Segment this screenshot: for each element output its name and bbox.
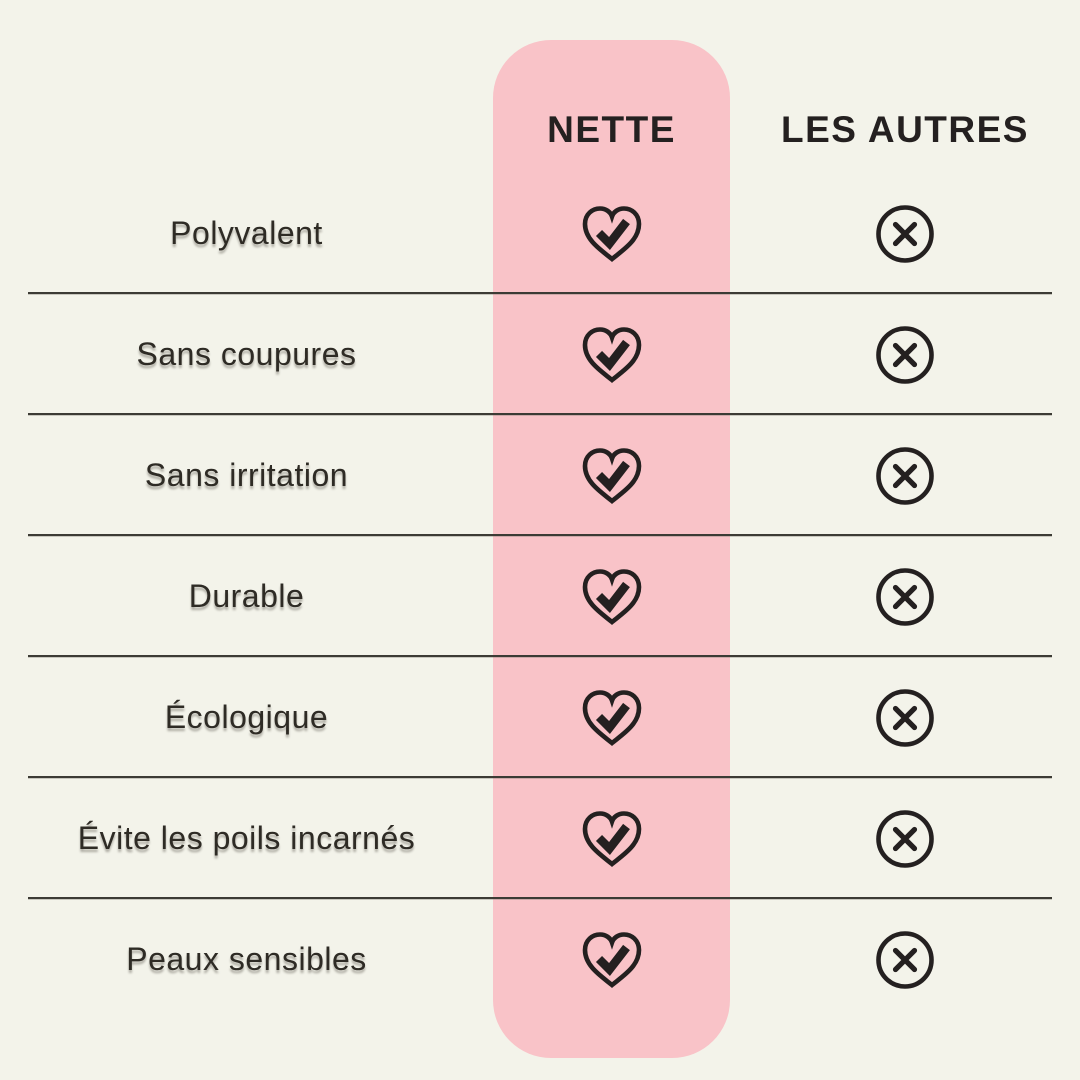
heart-check-icon xyxy=(579,566,645,628)
table-row: Sans coupures xyxy=(0,294,1080,415)
feature-label-cell: Polyvalent xyxy=(0,173,493,294)
table-body: Polyvalent Sans coupures xyxy=(0,173,1080,1020)
others-value-cell xyxy=(730,778,1080,899)
table-row: Durable xyxy=(0,536,1080,657)
x-circle-icon xyxy=(874,324,936,386)
nette-value-cell xyxy=(493,778,730,899)
feature-label: Écologique xyxy=(164,699,329,735)
feature-label: Durable xyxy=(188,578,305,614)
nette-column-highlight xyxy=(493,40,730,1058)
others-value-cell xyxy=(730,294,1080,415)
column-header-others: LES AUTRES xyxy=(781,109,1029,150)
heart-check-icon xyxy=(579,687,645,749)
nette-value-cell xyxy=(493,899,730,1020)
others-value-cell xyxy=(730,173,1080,294)
nette-value-cell xyxy=(493,657,730,778)
feature-label-cell: Peaux sensibles xyxy=(0,899,493,1020)
header-cell-nette: NETTE xyxy=(493,96,730,164)
table-row: Peaux sensibles xyxy=(0,899,1080,1020)
nette-value-cell xyxy=(493,415,730,536)
table-header: NETTE LES AUTRES xyxy=(0,96,1080,164)
table-row: Polyvalent xyxy=(0,173,1080,294)
others-value-cell xyxy=(730,536,1080,657)
others-value-cell xyxy=(730,657,1080,778)
others-value-cell xyxy=(730,415,1080,536)
feature-label: Polyvalent xyxy=(170,215,323,251)
nette-value-cell xyxy=(493,294,730,415)
table-row: Écologique xyxy=(0,657,1080,778)
header-spacer xyxy=(0,96,493,164)
x-circle-icon xyxy=(874,929,936,991)
x-circle-icon xyxy=(874,445,936,507)
x-circle-icon xyxy=(874,203,936,265)
nette-value-cell xyxy=(493,536,730,657)
feature-label-cell: Sans coupures xyxy=(0,294,493,415)
feature-label-cell: Durable xyxy=(0,536,493,657)
feature-label-cell: Sans irritation xyxy=(0,415,493,536)
feature-label: Sans irritation xyxy=(144,457,349,493)
column-header-nette: NETTE xyxy=(547,109,676,150)
nette-value-cell xyxy=(493,173,730,294)
heart-check-icon xyxy=(579,203,645,265)
others-value-cell xyxy=(730,899,1080,1020)
heart-check-icon xyxy=(579,445,645,507)
heart-check-icon xyxy=(579,324,645,386)
x-circle-icon xyxy=(874,687,936,749)
table-row: Sans irritation xyxy=(0,415,1080,536)
x-circle-icon xyxy=(874,808,936,870)
header-cell-others: LES AUTRES xyxy=(730,96,1080,164)
feature-label: Peaux sensibles xyxy=(126,941,367,977)
feature-label: Évite les poils incarnés xyxy=(77,820,416,856)
feature-label-cell: Écologique xyxy=(0,657,493,778)
heart-check-icon xyxy=(579,808,645,870)
x-circle-icon xyxy=(874,566,936,628)
feature-label-cell: Évite les poils incarnés xyxy=(0,778,493,899)
feature-label: Sans coupures xyxy=(136,336,357,372)
heart-check-icon xyxy=(579,929,645,991)
table-row: Évite les poils incarnés xyxy=(0,778,1080,899)
